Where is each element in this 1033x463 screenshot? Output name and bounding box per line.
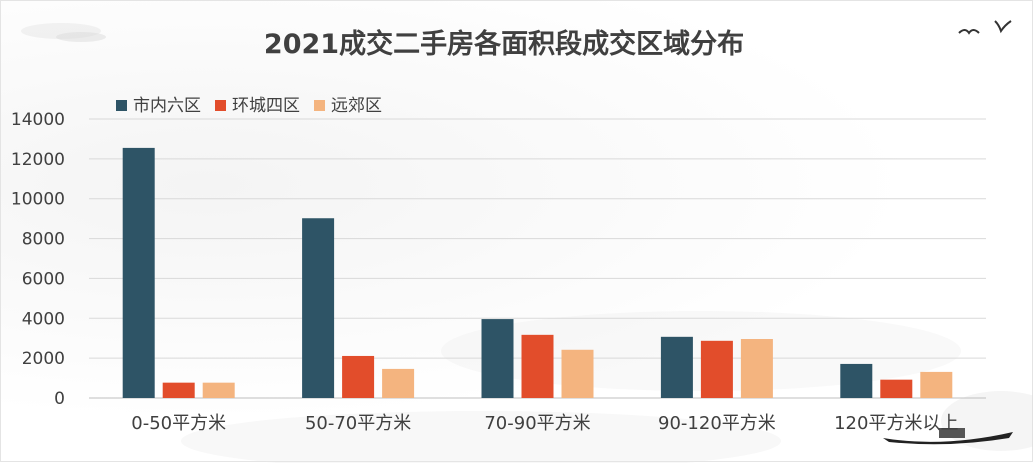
x-tick-label: 70-90平方米 xyxy=(484,413,590,434)
y-tick-label: 2000 xyxy=(22,349,65,369)
legend-swatch xyxy=(314,100,325,111)
bar xyxy=(302,218,335,398)
bars xyxy=(122,147,953,398)
y-tick-label: 4000 xyxy=(22,309,65,329)
y-tick-label: 10000 xyxy=(11,190,65,210)
gridlines xyxy=(89,118,986,399)
bar xyxy=(740,339,773,398)
legend-label: 市内六区 xyxy=(133,96,201,116)
bar xyxy=(920,371,953,398)
y-tick-label: 14000 xyxy=(11,110,65,130)
bar xyxy=(162,382,195,398)
bar xyxy=(840,363,873,398)
bar xyxy=(202,382,235,398)
birds-icon xyxy=(958,20,1012,35)
x-axis-ticks: 0-50平方米 50-70平方米 70-90平方米 90-120平方米 120平方米以上 xyxy=(131,413,958,434)
bar xyxy=(561,349,594,398)
x-tick-label: 0-50平方米 xyxy=(131,413,226,434)
legend-label: 远郊区 xyxy=(331,96,382,116)
legend-swatch xyxy=(116,100,127,111)
chart-title: 2021成交二手房各面积段成交区域分布 xyxy=(264,28,744,60)
bar xyxy=(880,379,913,398)
y-axis-ticks: 0 2000 4000 6000 8000 10000 12000 14000 xyxy=(11,110,65,409)
bar xyxy=(481,319,514,398)
bar xyxy=(521,334,554,398)
y-tick-label: 12000 xyxy=(11,150,65,170)
bar xyxy=(382,368,415,398)
x-tick-label: 120平方米以上 xyxy=(834,413,958,434)
bar xyxy=(122,147,155,398)
y-tick-label: 6000 xyxy=(22,269,65,289)
y-tick-label: 0 xyxy=(54,389,65,409)
legend-label: 环城四区 xyxy=(232,96,300,116)
legend: 市内六区 环城四区 远郊区 xyxy=(116,96,382,116)
legend-swatch xyxy=(215,100,226,111)
x-tick-label: 50-70平方米 xyxy=(305,413,411,434)
y-tick-label: 8000 xyxy=(22,230,65,250)
bar xyxy=(342,355,375,398)
boat-icon xyxy=(883,428,1013,445)
x-tick-label: 90-120平方米 xyxy=(658,413,776,434)
bar xyxy=(700,340,733,398)
bar xyxy=(660,336,693,398)
